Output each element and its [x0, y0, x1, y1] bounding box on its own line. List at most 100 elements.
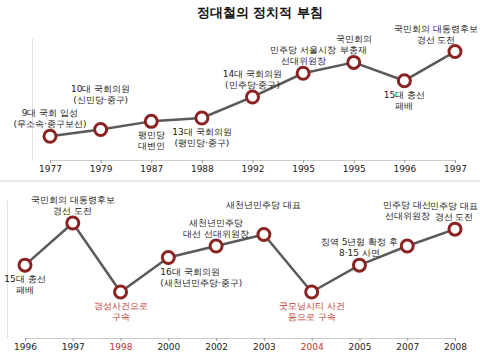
point-label-line: (무소속·중구보선)	[14, 119, 87, 129]
marker	[353, 259, 365, 271]
marker	[401, 240, 413, 252]
point-label-line: 15대 총선	[384, 90, 425, 100]
marker	[145, 115, 157, 127]
point-label-line: 8·15 사면	[339, 248, 380, 258]
point-label-line: 패배	[395, 101, 413, 111]
x-tick-mark	[303, 160, 304, 163]
x-tick-label: 2007	[396, 342, 419, 352]
point-label-line: 대선 선대위원장	[183, 229, 249, 239]
point-label-line: 민주당 대선	[383, 200, 431, 210]
point-label-line: 대변인	[138, 141, 165, 151]
point-label: 징역 5년형 확정 후8·15 사면	[321, 237, 398, 258]
point-label-line: 16대 국회의원	[160, 267, 219, 277]
marker	[95, 124, 107, 136]
marker	[67, 217, 79, 229]
chart-title: 정대철의 정치적 부침	[197, 5, 323, 20]
point-label-line: (민주당·중구)	[225, 80, 280, 90]
point-label-line: 굿모닝시티 사건	[279, 301, 345, 311]
point-label-line: 새천년민주당 대표	[226, 200, 301, 210]
x-tick-mark	[25, 338, 26, 341]
x-tick-label: 1977	[39, 164, 62, 174]
x-tick: 1995	[343, 160, 366, 174]
marker	[162, 252, 174, 264]
x-tick: 1998	[110, 338, 133, 352]
x-tick-mark	[216, 338, 217, 341]
x-tick-mark	[50, 160, 51, 163]
y-axis	[7, 201, 8, 339]
x-tick-mark	[312, 338, 313, 341]
marker	[258, 229, 270, 241]
x-tick-label: 1995	[343, 164, 366, 174]
point-label-line: (평민당·중구)	[174, 138, 229, 148]
point-label-line: 등으로 구속	[288, 312, 336, 322]
point-label-line: 국민회의	[336, 34, 372, 44]
x-tick: 2005	[348, 338, 371, 352]
line	[25, 223, 455, 292]
x-tick-label: 2000	[157, 342, 180, 352]
x-tick-mark	[151, 160, 152, 163]
point-label-line: (신민당·중구)	[73, 95, 128, 105]
point-label-line: 10대 국회의원	[71, 84, 130, 94]
marker	[19, 259, 31, 271]
x-tick-mark	[455, 160, 456, 163]
point-label-line: (새천년민주당·중구)	[160, 278, 242, 288]
point-label: 평민당대변인	[138, 130, 165, 151]
marker	[210, 240, 222, 252]
point-label: 새천년민주당대선 선대위원장	[183, 218, 249, 239]
point-label-line: 징역 5년형 확정 후	[321, 237, 398, 247]
point-label-line: 민주당 서울시장	[270, 45, 336, 55]
point-label-line: 경선 도전	[417, 35, 456, 45]
x-tick-mark	[354, 160, 355, 163]
point-label: 15대 총선패배	[384, 90, 425, 111]
point-label-line: 선대위원장	[385, 211, 430, 221]
x-tick: 1997	[444, 160, 467, 174]
x-tick: 1997	[62, 338, 85, 352]
marker	[449, 223, 461, 235]
point-label-line: 9대 국회 입성	[22, 108, 78, 118]
point-label: 14대 국회의원(민주당·중구)	[223, 69, 282, 90]
x-tick-mark	[253, 160, 254, 163]
x-tick: 2003	[253, 338, 276, 352]
marker	[297, 67, 309, 79]
plot-area	[19, 217, 461, 298]
x-tick: 2004	[301, 338, 324, 352]
x-tick-label: 1987	[140, 164, 163, 174]
point-label-line: 13대 국회의원	[172, 127, 231, 137]
point-label: 새천년민주당 대표	[226, 200, 301, 210]
point-label-line: 민주당 대표	[430, 201, 478, 211]
point-label: 민주당 대선선대위원장	[383, 200, 431, 221]
plot-area	[44, 46, 461, 143]
x-tick: 2008	[444, 338, 467, 352]
point-label: 굿모닝시티 사건등으로 구속	[279, 301, 345, 322]
chart-root: 정대철의 정치적 부침19771979198719881992199519951…	[0, 0, 480, 357]
marker	[449, 46, 461, 58]
point-label: 13대 국회의원(평민당·중구)	[172, 127, 231, 148]
point-label-line: 패배	[16, 285, 34, 295]
point-label-line: 국민회의 대통령후보	[394, 24, 478, 34]
point-label: 9대 국회 입성(무소속·중구보선)	[14, 108, 87, 129]
point-label-line: 경선 도전	[53, 206, 92, 216]
x-tick-mark	[404, 160, 405, 163]
x-tick: 1979	[90, 160, 113, 174]
point-label-line: 경성사건으로	[94, 301, 148, 311]
x-axis-line	[26, 338, 456, 339]
x-tick: 2007	[396, 338, 419, 352]
marker	[44, 130, 56, 142]
marker	[306, 286, 318, 298]
x-tick: 1995	[292, 160, 315, 174]
x-axis: 197719791987198819921995199519961997	[39, 160, 467, 174]
marker	[247, 91, 259, 103]
y-axis-line	[32, 39, 33, 161]
x-tick: 2000	[157, 338, 180, 352]
point-labels: 9대 국회 입성(무소속·중구보선) 10대 국회의원(신민당·중구) 평민당대변인…	[14, 24, 478, 152]
x-tick-label: 1996	[14, 342, 37, 352]
x-tick-label: 1998	[110, 342, 133, 352]
y-axis-line	[7, 201, 8, 339]
x-tick-mark	[359, 338, 360, 341]
x-tick-label: 2003	[253, 342, 276, 352]
line	[50, 52, 455, 137]
x-tick: 2002	[205, 338, 228, 352]
point-label-line: 새천년민주당	[189, 218, 243, 228]
point-label: 경성사건으로구속	[94, 301, 148, 322]
x-tick-label: 2008	[444, 342, 467, 352]
